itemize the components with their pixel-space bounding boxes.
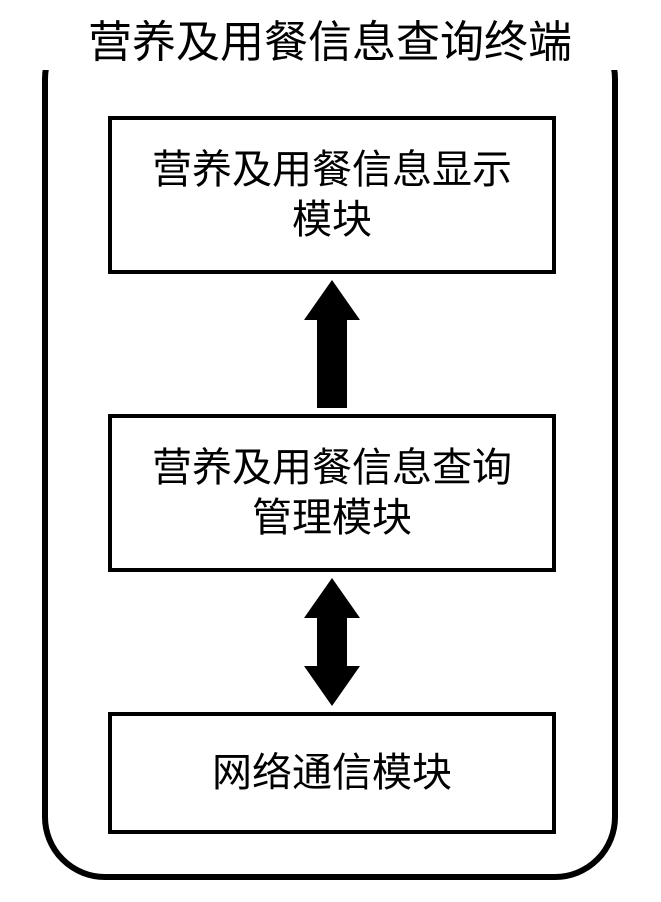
display-module-box: 营养及用餐信息显示模块 [108,116,556,274]
arrow-up-icon [304,280,360,408]
display-module-label: 营养及用餐信息显示模块 [152,145,512,245]
arrow-up-path [304,280,360,408]
arrow-updown-icon [304,578,360,706]
arrow-double-path [304,578,360,706]
diagram-title: 营养及用餐信息查询终端 [42,16,618,70]
network-module-box: 网络通信模块 [108,712,556,834]
network-module-label: 网络通信模块 [212,748,452,798]
query-mgmt-module-label: 营养及用餐信息查询管理模块 [152,443,512,543]
query-mgmt-module-box: 营养及用餐信息查询管理模块 [108,414,556,572]
diagram-canvas: 营养及用餐信息查询终端 营养及用餐信息显示模块 营养及用餐信息查询管理模块 网络… [0,0,661,902]
